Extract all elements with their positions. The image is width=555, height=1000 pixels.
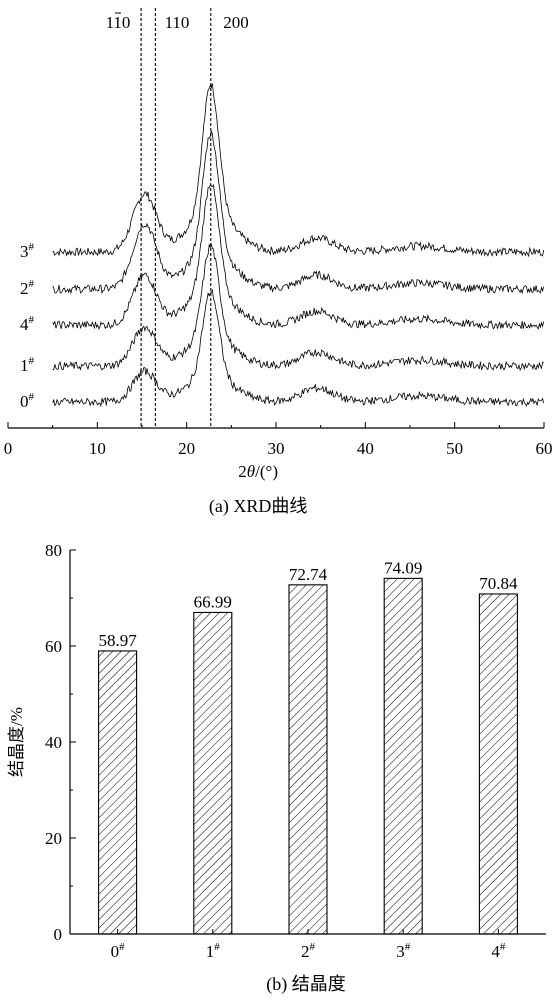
chart-a-caption: (a) XRD曲线 <box>209 496 307 517</box>
bar-value-label: 74.09 <box>384 558 422 577</box>
y-tick-label: 80 <box>45 541 62 560</box>
y-tick-label: 0 <box>54 925 63 944</box>
bar-value-label: 66.99 <box>194 592 232 611</box>
xrd-series-line <box>52 183 544 330</box>
y-tick-label: 20 <box>45 829 62 848</box>
bar <box>193 611 233 935</box>
y-tick-label: 60 <box>45 637 62 656</box>
bar-value-label: 72.74 <box>289 565 328 584</box>
x-tick-label: 60 <box>536 439 553 458</box>
xrd-series-line <box>52 242 544 371</box>
crystallinity-bar-chart: 0 20 40 60 80 结晶度/% 58.97 0# 66.99 1# 72.74 2# 74.09… <box>7 541 546 995</box>
y-tick-label: 40 <box>45 733 62 752</box>
bar-value-label: 70.84 <box>479 574 518 593</box>
x-tick-label: 0 <box>4 439 13 458</box>
bar <box>383 577 423 935</box>
x-tick-label: 10 <box>89 439 106 458</box>
bar <box>288 584 328 935</box>
xrd-series-line <box>52 130 544 295</box>
x-category-label: 3# <box>396 941 411 961</box>
x-tick-label: 30 <box>268 439 285 458</box>
x-tick-label: 40 <box>357 439 374 458</box>
series-label: 4# <box>20 314 35 334</box>
x-tick-label: 20 <box>178 439 195 458</box>
bar <box>478 593 518 935</box>
bar <box>98 650 138 935</box>
y-axis-label: 结晶度/% <box>7 707 26 777</box>
x-category-label: 2# <box>301 941 316 961</box>
bar-value-label: 58.97 <box>98 631 137 650</box>
series-label: 0# <box>20 391 35 411</box>
xrd-series-line <box>52 83 544 258</box>
series-label: 2# <box>20 278 35 298</box>
peak-label: 200 <box>223 13 249 32</box>
x-category-label: 0# <box>111 941 126 961</box>
peak-label: 110 <box>106 13 131 32</box>
x-category-label: 1# <box>206 941 221 961</box>
chart-b-caption: (b) 结晶度 <box>266 974 346 995</box>
peak-label: 110 <box>165 13 190 32</box>
xrd-series-line <box>52 288 544 408</box>
series-label: 1# <box>20 355 35 375</box>
x-category-label: 4# <box>491 941 506 961</box>
x-tick-label: 50 <box>446 439 463 458</box>
series-label: 3# <box>20 241 35 261</box>
x-axis-label: 2θ/(°) <box>238 462 278 481</box>
xrd-chart: 0 10 20 30 40 50 60 2θ/(°) (a) XRD曲线 110 110 200 3# 2… <box>4 8 553 517</box>
